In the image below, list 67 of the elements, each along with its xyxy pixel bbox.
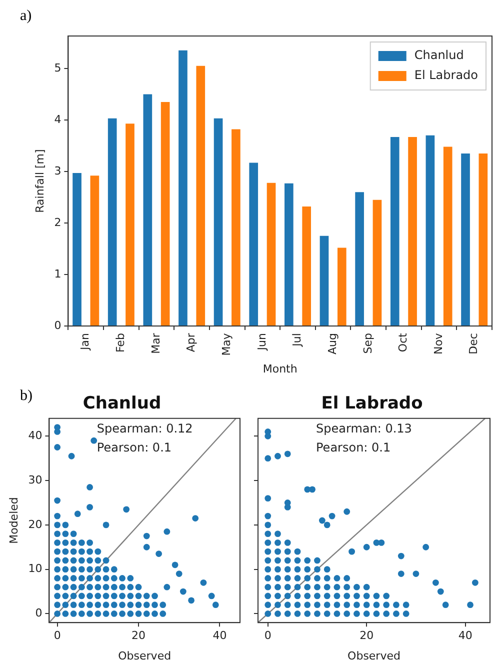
annotation: Spearman: 0.12: [96, 422, 193, 436]
x-axis-title: Observed: [118, 649, 172, 662]
x-tick-label: 40: [212, 629, 227, 642]
y-tick-label: 4: [54, 112, 62, 126]
annotation: Spearman: 0.13: [316, 422, 412, 436]
bar: [143, 94, 152, 326]
bar: [196, 66, 206, 326]
x-axis-title: Month: [262, 362, 298, 376]
x-tick-label: Dec: [467, 333, 480, 354]
x-tick-label: Jul: [290, 333, 304, 348]
x-tick-label: Feb: [114, 333, 128, 353]
x-tick-label: 20: [132, 629, 146, 642]
bar: [284, 183, 294, 326]
annotation: Pearson: 0.1: [316, 440, 391, 455]
annotation: Pearson: 0.1: [96, 440, 172, 455]
x-tick-label: Apr: [184, 332, 198, 352]
y-axis-title: Modeled: [7, 497, 20, 544]
bar: [72, 173, 82, 326]
x-axis-title: Observed: [348, 649, 400, 662]
bar: [372, 200, 382, 326]
text: a): [20, 8, 32, 25]
y-tick-label: 3: [54, 164, 62, 178]
bar: [249, 162, 258, 326]
x-tick-label: Jun: [255, 333, 268, 352]
legend-label: El Labrado: [414, 68, 478, 82]
x-tick-label: Sep: [361, 333, 374, 354]
y-tick-label: 5: [54, 61, 62, 74]
bar: [108, 118, 117, 326]
y-tick-label: 40: [28, 429, 42, 442]
y-axis-title: Rainfall [m]: [33, 149, 46, 213]
bar: [337, 248, 346, 326]
bar: [443, 146, 452, 326]
x-tick-label: May: [220, 332, 233, 356]
text: b): [20, 388, 32, 405]
x-tick-label: Mar: [149, 332, 162, 354]
bar: [90, 176, 100, 326]
bar: [478, 153, 488, 326]
bar: [320, 236, 329, 326]
chart-title: El Labrado: [321, 394, 423, 414]
y-tick-label: 2: [54, 216, 62, 229]
x-tick-label: Oct: [396, 332, 410, 352]
bar: [461, 153, 470, 326]
bar: [178, 50, 188, 326]
x-tick-label: 40: [458, 629, 472, 642]
bar: [232, 129, 240, 326]
x-tick-label: 20: [360, 629, 374, 642]
y-tick-label: 10: [28, 562, 42, 576]
x-tick-label: Aug: [326, 333, 339, 355]
bar: [408, 136, 417, 326]
y-tick-label: 1: [54, 267, 62, 280]
legend-label: Chanlud: [414, 48, 464, 62]
x-tick-label: Nov: [432, 332, 445, 355]
bar: [160, 102, 170, 326]
y-tick-label: 30: [28, 473, 42, 486]
bar: [126, 124, 134, 326]
x-tick-label: Jan: [78, 333, 92, 352]
y-tick-label: 0: [35, 606, 42, 620]
chart-title: Chanlud: [82, 394, 162, 414]
bar: [390, 136, 400, 326]
y-tick-label: 20: [28, 518, 42, 531]
bar: [266, 182, 276, 326]
bar: [426, 135, 435, 326]
bar: [355, 192, 364, 326]
x-tick-label: 0: [264, 629, 272, 642]
bar: [214, 118, 223, 326]
bar: [302, 206, 311, 326]
y-tick-label: 0: [54, 318, 62, 332]
